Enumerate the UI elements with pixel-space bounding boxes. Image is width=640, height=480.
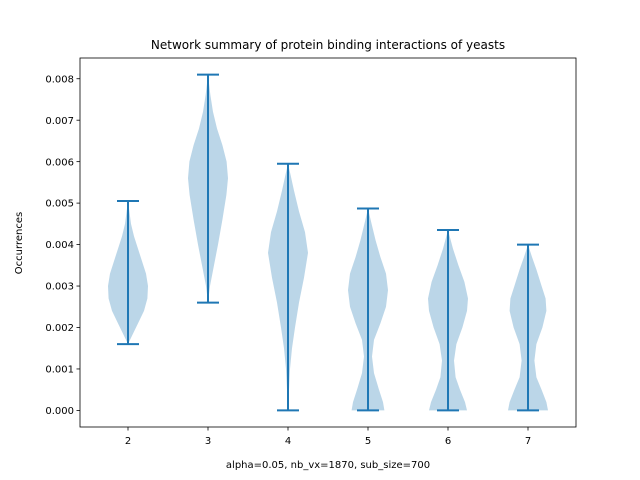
x-tick-label: 2 [125,436,131,447]
x-axis-label: alpha=0.05, nb_vx=1870, sub_size=700 [226,460,430,471]
x-tick-label: 4 [285,436,291,447]
y-tick-label: 0.007 [45,116,74,127]
x-tick-label: 6 [445,436,451,447]
x-tick-label: 3 [205,436,211,447]
y-tick-label: 0.004 [45,240,74,251]
x-axis-ticks: 2 3 4 5 6 7 [125,427,531,447]
x-tick-label: 7 [525,436,531,447]
y-tick-label: 0.000 [45,406,74,417]
y-tick-label: 0.006 [45,157,74,168]
y-tick-label: 0.002 [45,323,74,334]
violins-layer [108,73,548,412]
y-tick-label: 0.001 [45,365,74,376]
chart-title: Network summary of protein binding inter… [151,38,505,52]
y-tick-label: 0.003 [45,282,74,293]
plot-area-frame [79,57,577,428]
y-tick-label: 0.008 [45,74,74,85]
x-tick-label: 5 [365,436,371,447]
y-tick-label: 0.005 [45,199,74,210]
y-axis-ticks: 0.000 0.001 0.002 0.003 0.004 0.005 0.006 0.007… [45,74,80,417]
y-axis-label: Occurrences [14,212,25,274]
